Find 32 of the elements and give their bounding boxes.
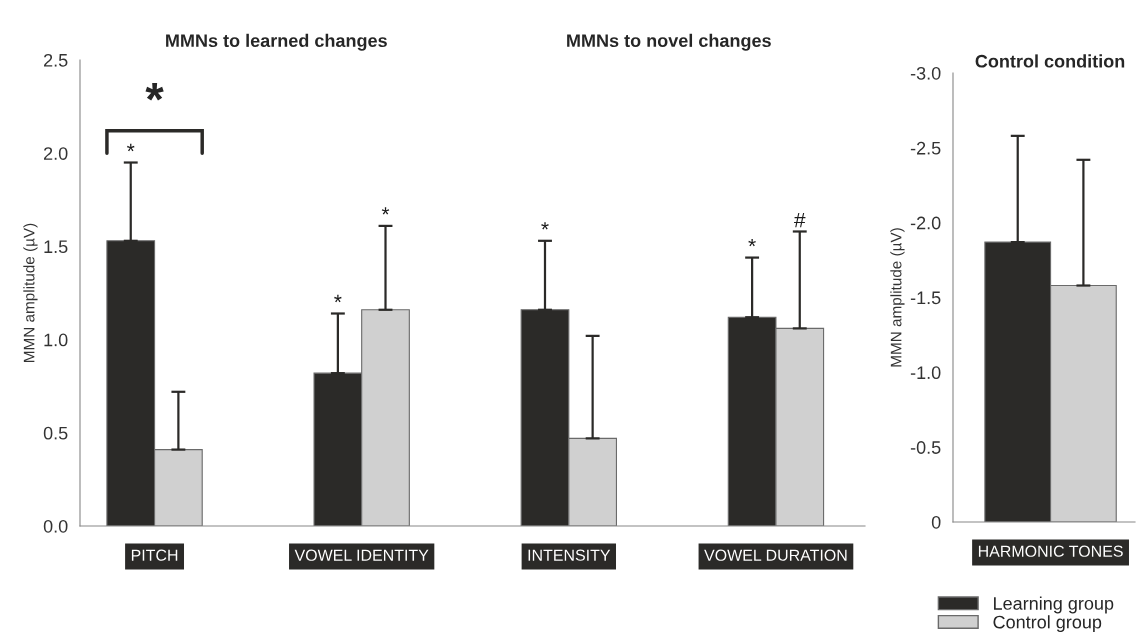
x-tick-label: PITCH xyxy=(131,549,178,561)
x-tick-label: VOWEL DURATION xyxy=(704,549,847,561)
text: MMNs to learned changes xyxy=(166,33,387,51)
annotation: * xyxy=(145,82,164,101)
x-tick-label: INTENSITY xyxy=(528,549,611,561)
y-tick-label: -1.5 xyxy=(910,291,941,305)
legend-label: Learning group xyxy=(994,596,1114,614)
y-tick-label: -2.5 xyxy=(910,141,941,155)
y-axis-title: MMN amplitude (µV) xyxy=(23,223,38,362)
y-tick-label: -1.0 xyxy=(910,366,941,380)
chart-title: Control condition xyxy=(975,54,1125,68)
annotation: * xyxy=(748,238,756,247)
annotation: * xyxy=(127,143,135,152)
y-tick-label: 0.5 xyxy=(43,426,68,440)
y-tick-label: -2.0 xyxy=(910,216,941,230)
y-axis-title: MMN amplitude (µV) xyxy=(890,228,905,367)
y-tick-label: -3.0 xyxy=(910,66,941,80)
annotation: # xyxy=(794,212,806,228)
y-tick-label: 1.5 xyxy=(44,240,68,254)
y-tick-label: 2.5 xyxy=(44,53,68,67)
annotation: * xyxy=(541,222,549,230)
y-tick-label: -0.5 xyxy=(910,441,941,454)
y-tick-label: 0 xyxy=(931,515,941,529)
annotation: * xyxy=(381,207,390,215)
y-tick-label: 1.0 xyxy=(44,333,68,347)
legend-label: Control group xyxy=(993,615,1102,632)
y-tick-label: 0.0 xyxy=(43,519,68,533)
text: MMNs to novel changes xyxy=(567,33,771,51)
x-tick-label: VOWEL IDENTITY xyxy=(294,549,429,561)
y-tick-label: 2.0 xyxy=(44,147,68,160)
annotation: * xyxy=(334,294,342,303)
x-tick-label: HARMONIC TONES xyxy=(978,545,1123,557)
